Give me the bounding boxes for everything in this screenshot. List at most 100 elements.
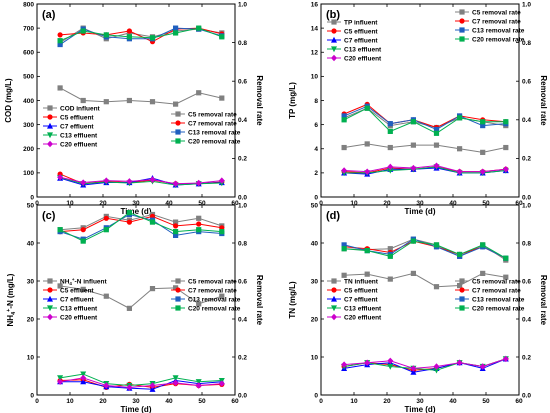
legend-label: C5 removal rate <box>472 9 521 16</box>
y-tick-label: 16 <box>311 1 319 8</box>
legend-item: COD influent <box>43 105 101 112</box>
y-tick-label: 600 <box>23 50 34 57</box>
data-point <box>364 271 370 277</box>
legend-item: TP influent <box>327 19 378 26</box>
legend-label: C13 effluent <box>344 305 382 312</box>
data-point <box>173 101 179 107</box>
legend-swatch-marker <box>331 46 337 53</box>
legend-swatch-marker <box>331 278 337 284</box>
data-point <box>103 293 109 299</box>
chart-panel-b: 0 10 20 30 40 50 60 Time (d) 0 2 4 6 8 10 12 14 16 0.0 0.2… <box>288 1 548 216</box>
data-point <box>103 382 110 389</box>
x-tick-label: 40 <box>449 398 457 405</box>
data-point <box>341 117 347 123</box>
data-point <box>103 99 109 105</box>
y-tick-label: 700 <box>23 25 34 32</box>
series-c20-removal-rate <box>341 105 509 136</box>
x-tick-label: 50 <box>482 398 490 405</box>
series-line <box>343 103 506 129</box>
y2-axis-title: Removal rate <box>255 275 264 326</box>
y-tick-label: 12 <box>311 50 319 57</box>
x-tick-label: 0 <box>35 398 39 405</box>
legend-label: C5 removal rate <box>188 111 237 118</box>
legend-item: C7 removal rate <box>455 18 521 25</box>
data-point <box>173 219 179 225</box>
data-point <box>387 253 393 259</box>
legend-item: C13 effluent <box>327 46 382 53</box>
legend-left: TP influent C5 effluent C7 effluent C13 eff… <box>327 19 382 62</box>
series-c20-removal-rate <box>57 210 225 244</box>
legend-right: C5 removal rate C7 removal rate C13 remova… <box>171 278 241 312</box>
data-point <box>410 365 417 372</box>
panel-label: (d) <box>326 210 340 222</box>
legend-swatch-marker <box>175 278 181 284</box>
data-point <box>172 375 179 382</box>
legend-label: C7 removal rate <box>472 287 521 294</box>
legend-swatch-marker <box>459 27 465 33</box>
legend-label: C13 removal rate <box>472 296 525 303</box>
y2-tick-label: 0.4 <box>522 316 531 323</box>
legend-label: C5 effluent <box>344 287 378 294</box>
x-tick-label: 40 <box>165 200 173 207</box>
y-axis-left: 0 2 4 6 8 10 12 14 16 <box>311 1 324 201</box>
series-line <box>60 27 222 43</box>
series-c20-effluent <box>57 174 225 187</box>
legend-item: C20 effluent <box>43 313 98 321</box>
y-axis-right: 0.0 0.2 0.4 0.6 0.8 1.0 <box>232 1 247 201</box>
data-point <box>219 229 225 235</box>
series-c20-effluent <box>341 355 509 372</box>
legend-item: C20 removal rate <box>455 36 525 43</box>
x-axis: 0 10 20 30 40 50 60 <box>35 205 239 405</box>
data-point <box>410 270 416 276</box>
data-point <box>149 286 156 292</box>
data-point <box>387 144 393 151</box>
legend-item: C20 effluent <box>43 140 98 148</box>
legend-swatch-marker <box>175 111 181 117</box>
legend-item: C13 removal rate <box>171 129 241 136</box>
series-tp-influent <box>341 141 509 155</box>
series-c20-removal-rate <box>341 238 509 261</box>
y2-tick-label: 1.0 <box>238 202 247 209</box>
legend-swatch-marker <box>459 9 465 15</box>
y-tick-label: 50 <box>311 202 319 209</box>
y2-tick-label: 0.2 <box>522 156 531 163</box>
data-point <box>456 359 463 366</box>
legend-item: C7 effluent <box>327 295 378 303</box>
data-point <box>103 227 109 233</box>
series-line <box>344 143 506 153</box>
y-tick-label: 2 <box>314 170 318 177</box>
x-tick-label: 50 <box>198 398 206 405</box>
y-tick-label: 10 <box>311 74 319 81</box>
data-point <box>80 374 87 382</box>
data-point <box>103 32 109 38</box>
data-point <box>80 227 86 233</box>
data-point <box>80 286 86 292</box>
legend-item: C5 effluent <box>43 287 94 294</box>
legend-label: C13 effluent <box>60 132 98 139</box>
legend-item: C7 removal rate <box>171 287 237 294</box>
data-point <box>341 167 348 174</box>
data-point <box>126 28 132 34</box>
data-point <box>126 219 132 225</box>
legend-swatch-marker <box>459 18 465 24</box>
y2-tick-label: 0.2 <box>238 354 247 361</box>
series-nh4-n-influent <box>57 283 225 311</box>
data-point <box>57 378 64 385</box>
legend-item: C13 effluent <box>43 305 98 312</box>
series-cod-influent <box>57 85 225 107</box>
series-c20-removal-rate <box>57 25 225 44</box>
y-tick-label: 100 <box>23 170 34 177</box>
y-axis-title: COD (mg/L) <box>4 78 13 123</box>
x-axis: 0 10 20 30 40 50 60 <box>319 4 523 207</box>
y2-tick-label: 0.6 <box>522 278 531 285</box>
data-point <box>410 142 416 148</box>
data-point <box>364 248 370 254</box>
data-point <box>433 242 440 248</box>
series-line <box>344 358 506 369</box>
legend-label: C5 effluent <box>344 28 378 35</box>
y2-tick-label: 0.2 <box>522 354 531 361</box>
y2-tick-label: 0.8 <box>522 40 531 47</box>
legend-swatch-marker <box>47 278 53 284</box>
legend-label: C5 effluent <box>60 287 94 294</box>
legend-label: C7 removal rate <box>188 120 237 127</box>
